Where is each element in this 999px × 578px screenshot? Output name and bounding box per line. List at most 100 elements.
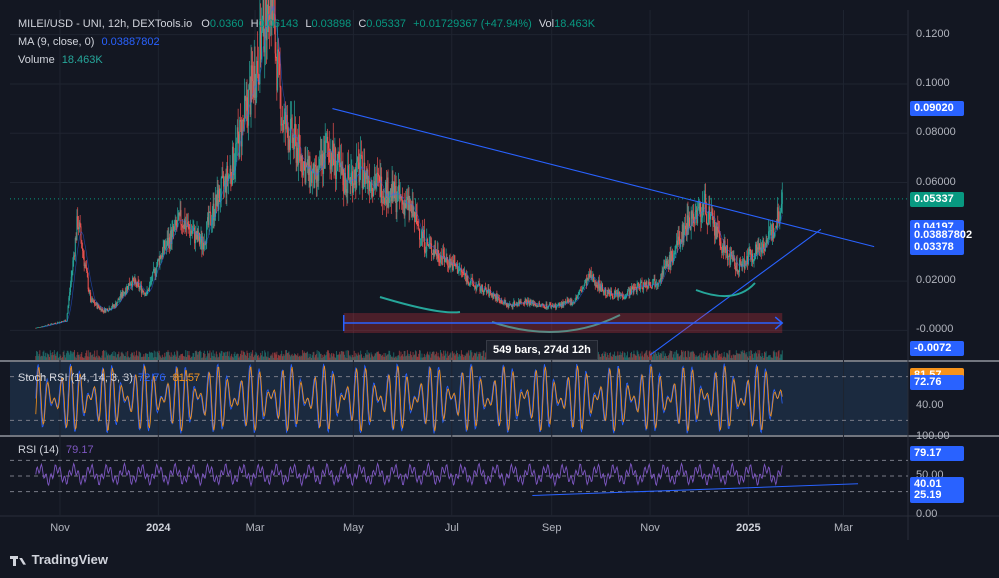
volume-legend[interactable]: Volume 18.463K [18, 54, 103, 66]
candle-body [187, 222, 189, 224]
candle-body [333, 159, 335, 166]
volume-bar [108, 355, 110, 360]
candle-body [605, 288, 607, 296]
volume-bar [103, 350, 105, 360]
volume-bar [97, 357, 99, 360]
volume-bar [747, 356, 749, 360]
volume-bar [660, 353, 662, 360]
candle-body [693, 222, 695, 224]
candle-body [682, 224, 684, 243]
volume-bar [302, 353, 304, 360]
candle-body [37, 327, 39, 328]
volume-bar [234, 351, 236, 360]
candle-body [460, 268, 462, 273]
candle-body [157, 258, 159, 260]
volume-bar [58, 356, 60, 360]
volume-bar [707, 357, 709, 360]
candle-body [407, 195, 409, 201]
candle-body [59, 322, 61, 323]
volume-bar [331, 356, 333, 360]
volume-bar [162, 356, 164, 360]
candle-body [48, 324, 50, 326]
candle-body [310, 170, 312, 187]
volume-bar [207, 353, 209, 360]
candle-body [396, 201, 398, 213]
volume-bar [118, 351, 120, 360]
candle-body [247, 110, 249, 126]
volume-bar [722, 357, 724, 360]
candle-body [208, 211, 210, 225]
volume-bar [728, 350, 730, 360]
candle-body [463, 272, 465, 275]
volume-bar [323, 356, 325, 360]
candle-body [354, 168, 356, 185]
candle-body [65, 320, 67, 322]
candle-body [408, 195, 410, 212]
candle-body [655, 285, 657, 287]
volume-bar [275, 354, 277, 360]
candle-body [732, 254, 734, 261]
volume-bar [419, 350, 421, 360]
volume-bar [739, 353, 741, 360]
candle-body [255, 97, 257, 98]
volume-bar [181, 354, 183, 360]
candle-body [302, 161, 304, 176]
volume-bar [194, 357, 196, 360]
candle-body [496, 294, 498, 301]
candle-body [289, 139, 291, 151]
volume-bar [773, 350, 775, 360]
rsi-legend[interactable]: RSI (14) 79.17 [18, 444, 94, 456]
volume-bar [430, 357, 432, 360]
candle-body [176, 225, 178, 227]
volume-bar [476, 351, 478, 360]
candle-body [148, 285, 150, 292]
candle-body [155, 273, 157, 276]
volume-bar [649, 350, 651, 360]
volume-bar [206, 350, 208, 360]
candle-body [36, 327, 38, 329]
volume-bar [218, 356, 220, 360]
volume-bar [244, 354, 246, 360]
candle-body [639, 282, 641, 290]
volume-bar [202, 352, 204, 360]
candle-body [581, 287, 583, 292]
candle-body [693, 213, 695, 223]
candle-body [760, 247, 762, 253]
candle-body [675, 245, 677, 253]
candle-body [736, 262, 738, 273]
volume-bar [690, 351, 692, 360]
candle-body [152, 269, 154, 272]
candle-body [73, 255, 75, 261]
volume-bar [201, 357, 203, 360]
volume-bar [176, 350, 178, 360]
volume-bar [70, 351, 72, 360]
volume-bar [614, 355, 616, 360]
volume-bar [356, 355, 358, 360]
candle-body [776, 226, 778, 228]
volume-bar [211, 352, 213, 360]
candle-body [163, 240, 165, 249]
volume-bar [52, 352, 54, 360]
candle-body [643, 282, 645, 284]
candle-body [350, 172, 352, 184]
volume-bar [612, 354, 614, 360]
candle-body [579, 290, 581, 292]
volume-bar [383, 352, 385, 360]
candle-body [559, 303, 561, 307]
candle-body [130, 283, 132, 286]
candle-body [692, 213, 694, 219]
volume-bar [281, 350, 283, 360]
candle-body [335, 170, 337, 180]
volume-bar [150, 352, 152, 360]
tradingview-logo[interactable]: TradingView [10, 552, 108, 567]
candle-body [231, 178, 233, 185]
volume-bar [405, 356, 407, 360]
stoch-legend[interactable]: Stoch RSI (14, 14, 3, 3) 72.76 81.57 [18, 372, 201, 384]
ma-legend[interactable]: MA (9, close, 0) 0.03887802 [18, 36, 160, 48]
rsi-tag: 79.17 [910, 446, 964, 462]
volume-bar [725, 357, 727, 360]
candle-body [38, 327, 40, 328]
candle-body [641, 281, 643, 289]
candle-body [213, 203, 215, 221]
